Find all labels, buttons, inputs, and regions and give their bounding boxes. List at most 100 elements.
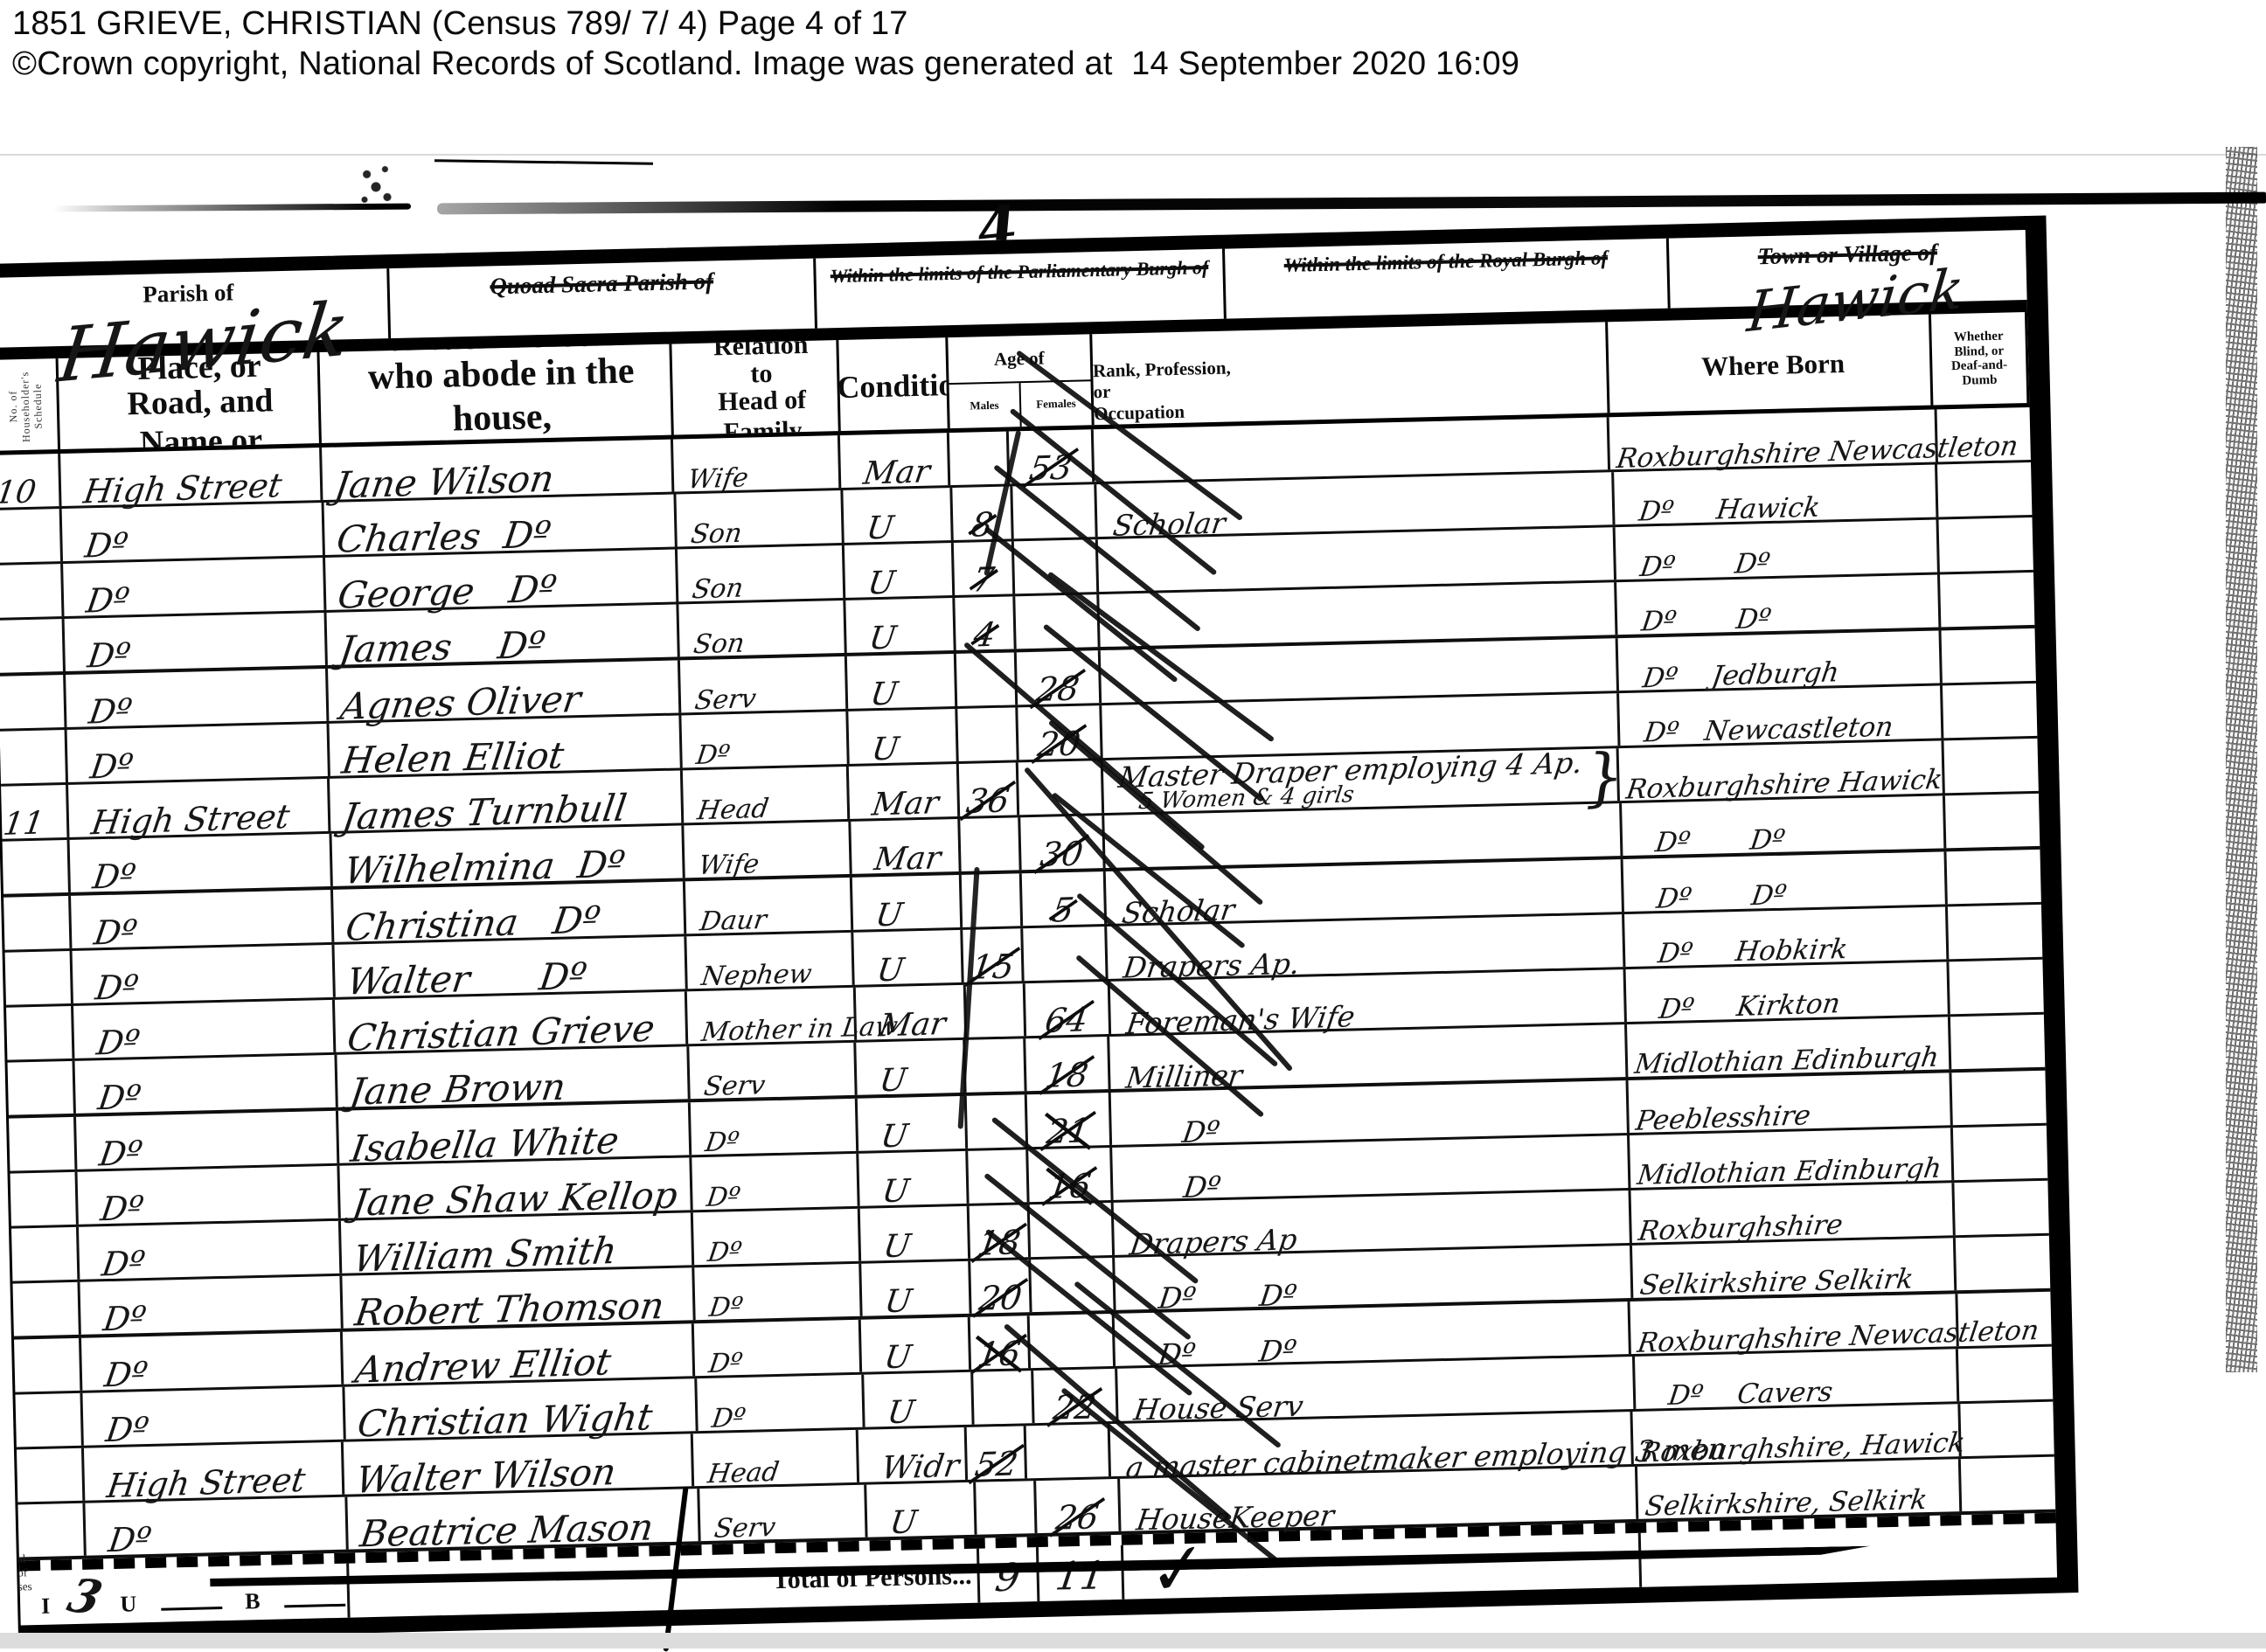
cell-schedule-no <box>17 1503 87 1558</box>
cell-name: Christina Dº <box>332 881 687 949</box>
cell-schedule-no <box>11 1226 80 1281</box>
cell-where-born: Roxburghshire Newcastleton <box>1629 1294 2040 1359</box>
cell-name: Isabella White <box>337 1102 692 1170</box>
town-label: Town or Village of <box>1757 239 1938 270</box>
cell-where-born: Midlothian Edinburgh <box>1629 1128 1955 1191</box>
cell-condition: U <box>851 874 963 934</box>
cell-condition: Mar <box>855 984 967 1045</box>
cell-age-male <box>968 1149 1030 1204</box>
cell-blind-deaf <box>1939 517 2033 572</box>
cell-occupation: Scholar <box>1106 859 1624 930</box>
ink-streak <box>434 159 654 165</box>
cell-schedule-no: 11 <box>1 784 70 843</box>
cell-relation: Daur <box>685 877 853 937</box>
cell-name: Charles Dº <box>323 494 678 561</box>
cell-condition: U <box>848 708 960 767</box>
cell-blind-deaf <box>1940 573 2034 627</box>
cell-where-born: Dº Dº <box>1615 519 1941 583</box>
cell-age-male <box>973 1371 1035 1425</box>
cell-street: Dº <box>63 557 327 621</box>
page-title: 1851 GRIEVE, CHRISTIAN (Census 789/ 7/ 4… <box>12 5 908 42</box>
cell-blind-deaf <box>1944 739 2039 793</box>
cell-relation: Wife <box>684 821 852 881</box>
cell-relation: Son <box>676 489 845 550</box>
cell-street: Dº <box>66 723 330 786</box>
col-age-females: Females <box>1036 397 1076 412</box>
cell-blind-deaf <box>1958 1347 2053 1401</box>
census-form-scan: Parish of Hawick Quoad Sacra Parish of W… <box>0 215 2079 1642</box>
cell-where-born: Dº Dº <box>1623 851 1949 915</box>
cell-name: Christian Grieve <box>335 991 689 1059</box>
houses-building-blank <box>284 1584 346 1607</box>
cell-age-male: 36 <box>958 762 1020 821</box>
cell-street: High Street <box>83 1441 344 1505</box>
cell-condition: U <box>845 597 957 656</box>
cell-where-born: Dº Hawick <box>1613 464 1939 528</box>
cell-street: Dº <box>79 1220 342 1283</box>
total-females-cell: 11 <box>1038 1544 1125 1602</box>
cell-age-female: 26 <box>1035 1478 1122 1537</box>
cell-relation: Son <box>678 600 847 660</box>
total-males-cell: 9 <box>978 1547 1040 1603</box>
cell-schedule-no <box>0 674 67 729</box>
cell-where-born: Selkirkshire, Selkirk <box>1637 1459 1963 1523</box>
houses-inhabited-value: 3 <box>61 1568 110 1626</box>
cell-occupation: Scholar <box>1096 472 1616 543</box>
viewer-header: 1851 GRIEVE, CHRISTIAN (Census 789/ 7/ 4… <box>12 3 1519 84</box>
cell-condition: Mar <box>849 763 960 823</box>
houses-inhabited-label: I <box>40 1593 52 1619</box>
cell-schedule-no <box>0 564 65 618</box>
cell-relation: Dº <box>694 1263 863 1323</box>
cell-age-male <box>965 983 1026 1038</box>
cell-blind-deaf <box>1945 794 2040 848</box>
cell-condition: U <box>865 1482 977 1541</box>
cell-blind-deaf <box>1936 407 2031 462</box>
col-name: Name and Surname of each Person who abod… <box>319 344 674 444</box>
cell-name: James Turnbull <box>330 770 684 838</box>
cell-relation: Dº <box>694 1319 862 1379</box>
cell-occupation: a master cabinetmaker employing 3 men <box>1109 1411 1729 1485</box>
cell-condition: U <box>853 929 965 989</box>
cell-condition: U <box>860 1260 972 1320</box>
cell-blind-deaf <box>1956 1236 2050 1290</box>
parliamentary-burgh-label: Within the limits of the Parliamentary B… <box>830 256 1209 288</box>
cell-street: Dº <box>66 668 330 732</box>
cell-street: Dº <box>61 502 325 565</box>
cell-condition: Widr <box>858 1426 969 1487</box>
total-males-value: 9 <box>992 1554 1024 1600</box>
cell-where-born: Peeblesshire <box>1628 1072 1954 1137</box>
cell-where-born: Selkirkshire Selkirk <box>1631 1238 1957 1301</box>
cell-condition: U <box>859 1205 971 1265</box>
cell-blind-deaf <box>1961 1402 2054 1456</box>
cell-where-born: Dº Kirkton <box>1625 961 1951 1025</box>
cell-schedule-no <box>0 729 69 784</box>
cell-street: Dº <box>82 1386 346 1449</box>
cell-occupation: Dº <box>1111 1080 1630 1149</box>
cell-name: George Dº <box>324 549 679 617</box>
cell-schedule-no <box>4 950 74 1005</box>
cell-relation: Serv <box>679 656 849 716</box>
cell-relation: Wife <box>673 435 841 496</box>
cell-name: William Smith <box>340 1212 695 1281</box>
cell-schedule-no <box>0 618 66 673</box>
cell-relation: Son <box>677 545 846 605</box>
cell-blind-deaf <box>1947 850 2041 904</box>
cell-condition: U <box>856 1039 967 1099</box>
cell-street: Dº <box>77 1165 341 1228</box>
cell-age-male <box>957 707 1019 761</box>
col-schedule: No. of Householder's Schedule <box>0 358 61 451</box>
cell-where-born: Dº Hobkirk <box>1623 906 1950 969</box>
cell-where-born: Dº Cavers <box>1634 1349 1960 1412</box>
cell-age-male <box>976 1481 1038 1535</box>
cell-where-born: Roxburghshire Hawick <box>1619 740 1946 806</box>
cell-where-born: Midlothian Edinburgh <box>1626 1017 1952 1080</box>
cell-street: Dº <box>64 612 328 675</box>
census-rows: 10 High Street Jane Wilson Wife Mar 53 R… <box>0 406 2056 1561</box>
cell-street: Dº <box>69 833 333 896</box>
cell-condition: U <box>846 653 958 713</box>
cell-age-male: 4 <box>955 596 1017 655</box>
quoad-sacra-cell: Quoad Sacra Parish of <box>389 258 817 339</box>
cell-age-female: 53 <box>1008 429 1095 488</box>
cell-blind-deaf <box>1952 1071 2047 1125</box>
parliamentary-burgh-cell: Within the limits of the Parliamentary B… <box>816 248 1227 329</box>
